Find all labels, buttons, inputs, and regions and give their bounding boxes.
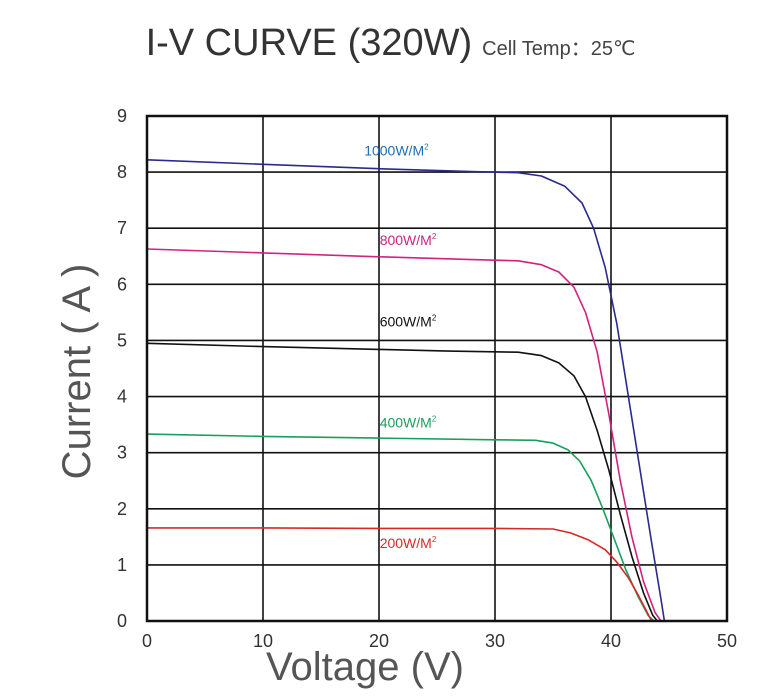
series-label-superscript: 2 [432,313,437,322]
series-line [147,527,653,622]
x-tick-label: 30 [485,631,505,651]
y-tick-label: 2 [117,499,127,519]
series-label: 1000W/M2 [364,142,429,158]
series-layer [146,159,666,622]
series-labels: 1000W/M2 800W/M2 600W/M2 400W/M2 200W/M2 [364,142,437,551]
y-axis-label: Current ( A ) [55,264,99,480]
y-tick-label: 6 [117,274,127,294]
series-label-superscript: 2 [432,414,437,423]
series-label-superscript: 2 [432,232,437,241]
y-tick-label: 4 [117,387,127,407]
grid-layer [146,115,728,622]
chart-subtitle: Cell Temp：25℃ [482,38,636,60]
x-tick-label: 0 [142,631,152,651]
y-tick-label: 9 [117,106,127,126]
y-tick-label: 8 [117,162,127,182]
series-line [146,248,662,622]
series-label-superscript: 2 [424,142,429,151]
y-tick-label: 1 [117,555,127,575]
series-label: 400W/M2 [380,414,437,430]
x-tick-label: 50 [717,631,737,651]
y-tick-label: 5 [117,330,127,350]
y-tick-label: 3 [117,443,127,463]
series-label-superscript: 2 [432,535,437,544]
x-tick-label: 10 [253,631,273,651]
y-tick-label: 0 [117,611,127,631]
series-label: 800W/M2 [380,232,437,248]
series-line [146,159,666,622]
x-axis-label: Voltage (V) [266,645,464,689]
x-tick-label: 40 [601,631,621,651]
x-tick-label: 20 [369,631,389,651]
series-line [146,342,659,622]
y-tick-label: 7 [117,218,127,238]
plot-frame [145,114,729,623]
chart-main-title: I-V CURVE (320W) [145,22,473,64]
chart-title: I-V CURVE (320W) Cell Temp：25℃ [0,22,781,65]
tick-labels: 0 10 20 30 40 50 0 1 2 3 4 5 6 7 8 9 [117,106,737,651]
series-label: 200W/M2 [380,535,437,551]
series-label: 600W/M2 [380,313,437,329]
